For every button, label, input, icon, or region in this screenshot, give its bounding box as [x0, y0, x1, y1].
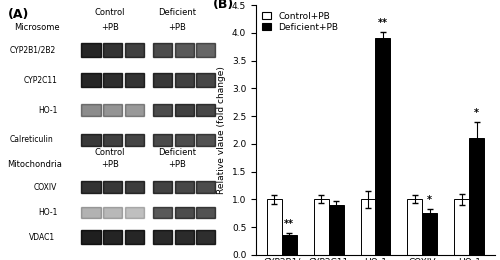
Text: (A): (A) [8, 8, 29, 21]
Text: VDAC1: VDAC1 [29, 233, 55, 242]
Bar [153, 43, 172, 57]
Text: +PB: +PB [101, 160, 119, 170]
Bar [360, 199, 376, 255]
Bar [196, 134, 216, 146]
Bar [422, 213, 438, 255]
Bar [124, 104, 144, 116]
Bar [196, 73, 216, 87]
Text: Calreticulin: Calreticulin [10, 135, 54, 145]
Bar [103, 73, 122, 87]
Bar [174, 181, 194, 193]
Bar [153, 230, 172, 244]
Text: **: ** [378, 18, 388, 28]
Bar [469, 138, 484, 255]
Bar [196, 230, 216, 244]
Bar [174, 73, 194, 87]
Bar [408, 199, 422, 255]
Bar [314, 199, 328, 255]
Bar [153, 181, 172, 193]
Bar [103, 43, 122, 57]
Text: **: ** [284, 219, 294, 229]
Text: Deficient: Deficient [158, 8, 196, 17]
Bar [82, 104, 100, 116]
Bar [196, 207, 216, 218]
Text: +PB: +PB [168, 160, 186, 170]
Text: *: * [428, 196, 432, 205]
Bar [103, 230, 122, 244]
Text: Deficient: Deficient [158, 148, 196, 157]
Bar [328, 205, 344, 255]
Bar [174, 207, 194, 218]
Bar [124, 207, 144, 218]
Bar [124, 181, 144, 193]
Text: (B): (B) [213, 0, 234, 11]
Bar [82, 181, 100, 193]
Bar [174, 104, 194, 116]
Bar [82, 230, 100, 244]
Text: HO-1: HO-1 [38, 106, 58, 115]
Bar [103, 134, 122, 146]
Bar [153, 104, 172, 116]
Y-axis label: Relative vlaue (fold change): Relative vlaue (fold change) [218, 66, 226, 194]
Bar [103, 181, 122, 193]
Bar [124, 73, 144, 87]
Text: +PB: +PB [101, 23, 119, 32]
Bar [267, 199, 282, 255]
Bar [282, 235, 297, 255]
Text: Control: Control [95, 148, 126, 157]
Bar [153, 207, 172, 218]
Bar [174, 43, 194, 57]
Text: COXIV: COXIV [34, 183, 57, 192]
Text: +PB: +PB [168, 23, 186, 32]
Bar [196, 181, 216, 193]
Text: *: * [474, 108, 479, 118]
Bar [454, 199, 469, 255]
Text: CYP2B1/2B2: CYP2B1/2B2 [10, 46, 56, 55]
Bar [82, 43, 100, 57]
Bar [196, 43, 216, 57]
Text: Microsome: Microsome [14, 23, 60, 32]
Bar [376, 38, 390, 255]
Text: HO-1: HO-1 [38, 208, 58, 217]
Bar [174, 230, 194, 244]
Bar [196, 104, 216, 116]
Bar [124, 134, 144, 146]
Legend: Control+PB, Deficient+PB: Control+PB, Deficient+PB [260, 10, 340, 34]
Text: Control: Control [95, 8, 126, 17]
Bar [153, 134, 172, 146]
Bar [103, 207, 122, 218]
Bar [82, 207, 100, 218]
Text: Mitochondria: Mitochondria [8, 160, 62, 170]
Bar [82, 134, 100, 146]
Text: CYP2C11: CYP2C11 [24, 76, 58, 84]
Bar [153, 73, 172, 87]
Bar [124, 230, 144, 244]
Bar [103, 104, 122, 116]
Bar [82, 73, 100, 87]
Bar [174, 134, 194, 146]
Bar [124, 43, 144, 57]
